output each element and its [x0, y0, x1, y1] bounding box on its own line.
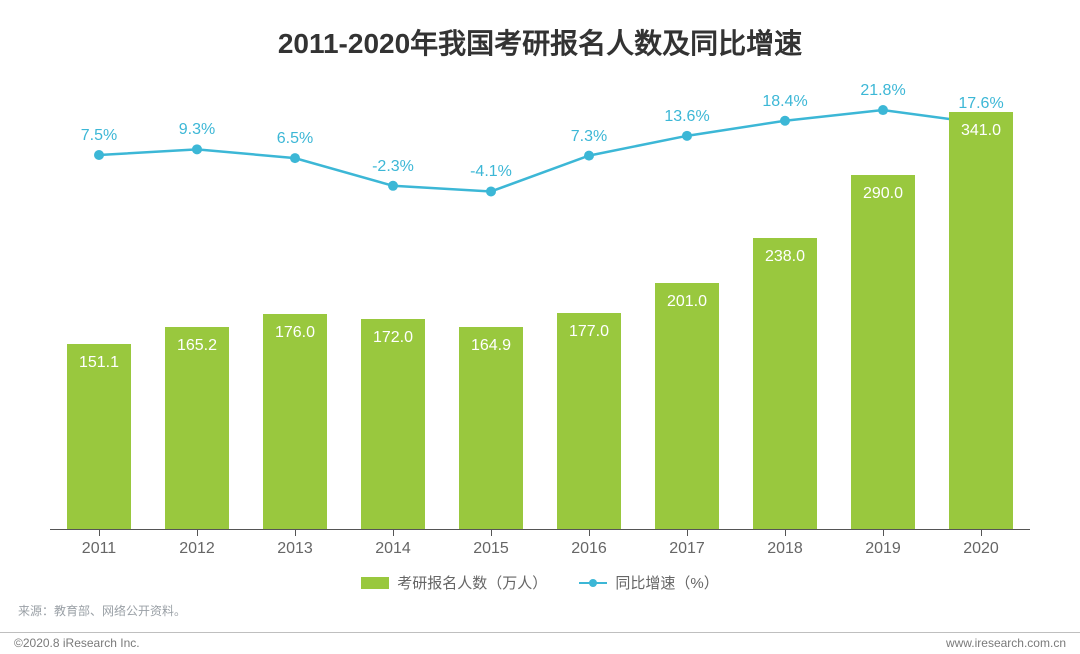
- bar: [459, 327, 524, 529]
- bar: [263, 314, 328, 529]
- x-tick-mark: [295, 530, 296, 536]
- x-tick-mark: [197, 530, 198, 536]
- bar-value-label: 172.0: [361, 329, 426, 347]
- bar-value-label: 201.0: [655, 293, 720, 311]
- x-tick-label: 2013: [246, 540, 344, 558]
- bar-value-label: 165.2: [165, 337, 230, 355]
- growth-label: 17.6%: [958, 95, 1003, 113]
- chart-area: 151.1 7.5% 165.2 9.3% 176.0 6.5% 172.0 -2.3% 164…: [50, 90, 1030, 530]
- bar-value-label: 238.0: [753, 248, 818, 266]
- bar: [949, 112, 1014, 529]
- growth-label: -2.3%: [372, 158, 414, 176]
- x-tick-mark: [589, 530, 590, 536]
- x-tick-label: 2014: [344, 540, 442, 558]
- bar-value-label: 151.1: [67, 354, 132, 372]
- bar: [753, 238, 818, 529]
- plot-region: 151.1 7.5% 165.2 9.3% 176.0 6.5% 172.0 -2.3% 164…: [50, 90, 1030, 530]
- x-tick-label: 2020: [932, 540, 1030, 558]
- x-axis-labels: 2011201220132014201520162017201820192020: [50, 534, 1030, 564]
- bar-value-label: 290.0: [851, 185, 916, 203]
- growth-label: 21.8%: [860, 82, 905, 100]
- x-tick-mark: [981, 530, 982, 536]
- x-tick-label: 2018: [736, 540, 834, 558]
- bar-value-label: 176.0: [263, 324, 328, 342]
- bar: [557, 313, 622, 529]
- x-tick-mark: [883, 530, 884, 536]
- bar: [851, 175, 916, 529]
- bar-value-label: 164.9: [459, 337, 524, 355]
- x-tick-label: 2016: [540, 540, 638, 558]
- x-tick-mark: [785, 530, 786, 536]
- x-tick-mark: [687, 530, 688, 536]
- bar: [361, 319, 426, 529]
- x-tick-mark: [99, 530, 100, 536]
- legend-bar: 考研报名人数（万人）: [361, 572, 547, 593]
- x-tick-label: 2011: [50, 540, 148, 558]
- chart-title: 2011-2020年我国考研报名人数及同比增速: [0, 0, 1080, 62]
- bar: [655, 283, 720, 529]
- bar-value-label: 177.0: [557, 323, 622, 341]
- source-note: 来源：教育部、网络公开资料。: [18, 602, 186, 619]
- legend-bar-swatch: [361, 577, 389, 589]
- growth-label: 9.3%: [179, 121, 215, 139]
- footer: ©2020.8 iResearch Inc. www.iresearch.com…: [0, 632, 1080, 654]
- x-tick-label: 2019: [834, 540, 932, 558]
- bar-value-label: 341.0: [949, 122, 1014, 140]
- growth-label: 6.5%: [277, 130, 313, 148]
- x-tick-label: 2012: [148, 540, 246, 558]
- legend-line-swatch: [579, 577, 607, 589]
- x-tick-label: 2017: [638, 540, 736, 558]
- legend-bar-label: 考研报名人数（万人）: [397, 572, 547, 593]
- legend-line: 同比增速（%）: [579, 572, 718, 593]
- footer-copyright: ©2020.8 iResearch Inc.: [14, 636, 140, 654]
- x-tick-label: 2015: [442, 540, 540, 558]
- growth-label: 7.3%: [571, 128, 607, 146]
- bar: [165, 327, 230, 529]
- growth-label: -4.1%: [470, 163, 512, 181]
- footer-url: www.iresearch.com.cn: [946, 636, 1066, 654]
- legend: 考研报名人数（万人） 同比增速（%）: [0, 572, 1080, 593]
- growth-label: 13.6%: [664, 108, 709, 126]
- x-tick-mark: [393, 530, 394, 536]
- growth-label: 18.4%: [762, 93, 807, 111]
- x-tick-mark: [491, 530, 492, 536]
- legend-line-label: 同比增速（%）: [615, 572, 718, 593]
- growth-label: 7.5%: [81, 127, 117, 145]
